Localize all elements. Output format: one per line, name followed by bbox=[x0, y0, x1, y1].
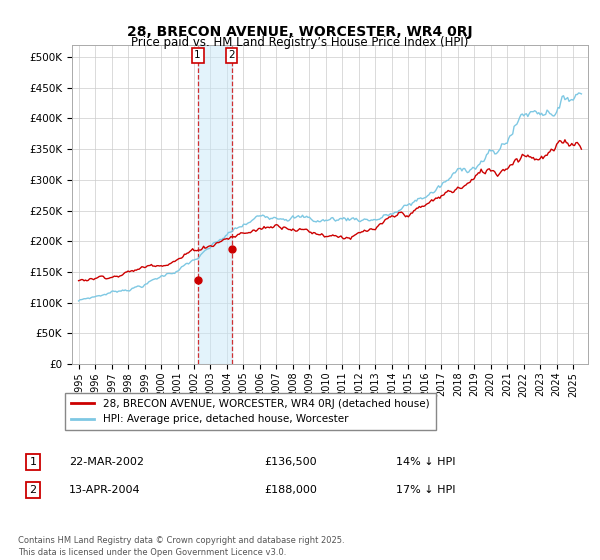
Text: 1: 1 bbox=[194, 50, 201, 60]
Text: 1: 1 bbox=[29, 457, 37, 467]
Text: 14% ↓ HPI: 14% ↓ HPI bbox=[396, 457, 455, 467]
Text: Price paid vs. HM Land Registry’s House Price Index (HPI): Price paid vs. HM Land Registry’s House … bbox=[131, 36, 469, 49]
Text: 28, BRECON AVENUE, WORCESTER, WR4 0RJ: 28, BRECON AVENUE, WORCESTER, WR4 0RJ bbox=[127, 25, 473, 39]
Text: 17% ↓ HPI: 17% ↓ HPI bbox=[396, 485, 455, 495]
Text: £188,000: £188,000 bbox=[264, 485, 317, 495]
Text: 13-APR-2004: 13-APR-2004 bbox=[69, 485, 140, 495]
Text: 2: 2 bbox=[29, 485, 37, 495]
Text: £136,500: £136,500 bbox=[264, 457, 317, 467]
Text: 22-MAR-2002: 22-MAR-2002 bbox=[69, 457, 144, 467]
Legend: 28, BRECON AVENUE, WORCESTER, WR4 0RJ (detached house), HPI: Average price, deta: 28, BRECON AVENUE, WORCESTER, WR4 0RJ (d… bbox=[65, 393, 436, 431]
Text: Contains HM Land Registry data © Crown copyright and database right 2025.
This d: Contains HM Land Registry data © Crown c… bbox=[18, 536, 344, 557]
Bar bbox=[197, 45, 232, 364]
Text: 2: 2 bbox=[228, 50, 235, 60]
